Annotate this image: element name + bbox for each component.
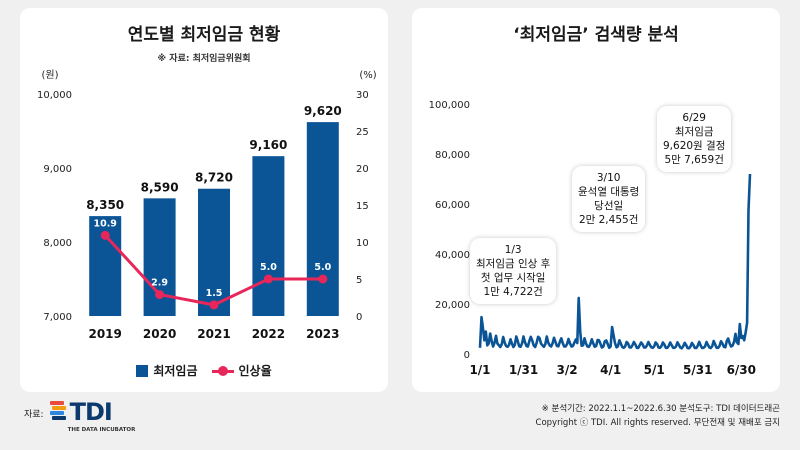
callout-line: 윤석열 대통령 bbox=[578, 186, 640, 198]
left-chart-legend: 최저임금 인상율 bbox=[20, 362, 388, 379]
y-tick: 0 bbox=[464, 350, 470, 361]
y-left-unit: (원) bbox=[41, 69, 58, 81]
search-volume-chart: 0 20,000 40,000 60,000 80,000 100,000 1/1 1/31 3… bbox=[429, 100, 756, 377]
y-tick: 60,000 bbox=[435, 200, 470, 211]
logo-text: TDI bbox=[69, 398, 113, 426]
x-tick-date: 6/30 bbox=[727, 363, 756, 377]
x-tick-date: 5/1 bbox=[644, 363, 665, 377]
callout-line: 5만 7,659건 bbox=[664, 154, 724, 166]
footer-source: 자료: TDI THE DATA INCUBATOR bbox=[24, 398, 142, 438]
x-tick-year: 2022 bbox=[252, 327, 285, 341]
min-wage-chart: (원) (%) 7,000 8,000 9,000 10,000 0 5 10 15 20 25 30 8… bbox=[37, 69, 377, 341]
rate-point bbox=[209, 300, 219, 310]
legend-item-rate: 인상율 bbox=[211, 362, 272, 379]
y-right-tick: 20 bbox=[356, 164, 369, 175]
search-volume-line bbox=[478, 173, 752, 350]
wage-bar bbox=[198, 188, 230, 316]
rate-label: 5.0 bbox=[260, 262, 277, 273]
wage-bar bbox=[306, 122, 339, 317]
x-tick-date: 4/1 bbox=[600, 363, 621, 377]
rate-point bbox=[318, 274, 328, 284]
footer-notes: ※ 분석기간: 2022.1.1~2022.6.30 분석도구: TDI 데이터… bbox=[536, 402, 780, 430]
y-left-tick: 10,000 bbox=[37, 90, 72, 101]
callout-line: 첫 업무 시작일 bbox=[480, 272, 546, 284]
wage-label: 8,590 bbox=[141, 180, 179, 194]
rate-label: 5.0 bbox=[314, 262, 331, 273]
callout-line: 6/29 bbox=[682, 112, 706, 124]
callout-line: 1만 4,722건 bbox=[483, 286, 543, 298]
y-right-tick: 0 bbox=[356, 312, 362, 323]
y-right-tick: 5 bbox=[356, 275, 362, 286]
wage-label: 8,720 bbox=[195, 171, 233, 185]
rate-point bbox=[263, 274, 273, 284]
wage-label: 8,350 bbox=[86, 198, 124, 212]
y-left-tick: 8,000 bbox=[43, 238, 72, 249]
callout-line: 9,620원 결정 bbox=[663, 140, 726, 152]
tdi-logo: TDI THE DATA INCUBATOR bbox=[49, 398, 142, 438]
logo-subtitle: THE DATA INCUBATOR bbox=[67, 427, 136, 433]
legend-label-rate: 인상율 bbox=[238, 364, 272, 378]
callout-election-day: 3/10 윤석열 대통령 당선일 2만 2,455건 bbox=[572, 166, 646, 232]
rate-label: 2.9 bbox=[151, 278, 168, 289]
copyright-note: Copyright ⓒ TDI. All rights reserved. 무단… bbox=[535, 418, 780, 428]
y-tick: 80,000 bbox=[435, 150, 470, 161]
min-wage-panel: 연도별 최저임금 현황 ※ 자료: 최저임금위원회 (원) (%) 7,000 8,0… bbox=[20, 8, 388, 392]
analysis-note: ※ 분석기간: 2022.1.1~2022.6.30 분석도구: TDI 데이터… bbox=[541, 404, 780, 414]
x-tick-date: 1/1 bbox=[469, 363, 490, 377]
y-right-tick: 10 bbox=[356, 238, 369, 249]
y-left-tick: 7,000 bbox=[43, 312, 72, 323]
logo-mark-icon bbox=[49, 401, 68, 421]
callout-line: 최저임금 bbox=[674, 126, 714, 138]
x-tick-date: 3/2 bbox=[557, 363, 578, 377]
y-tick: 100,000 bbox=[429, 100, 470, 111]
wage-bar bbox=[252, 156, 285, 316]
legend-swatch-bar bbox=[136, 364, 149, 377]
rate-label: 1.5 bbox=[206, 288, 223, 299]
left-chart-title: 연도별 최저임금 현황 bbox=[127, 25, 281, 45]
rate-point bbox=[100, 230, 110, 240]
legend-swatch-line bbox=[211, 365, 234, 377]
y-tick: 20,000 bbox=[435, 300, 470, 311]
callout-line: 당선일 bbox=[594, 200, 624, 212]
footer-source-label: 자료: bbox=[24, 410, 44, 420]
legend-label-wage: 최저임금 bbox=[153, 364, 198, 378]
y-right-unit: (%) bbox=[359, 70, 376, 81]
callout-first-workday: 1/3 최저임금 인상 후 첫 업무 시작일 1만 4,722건 bbox=[470, 238, 557, 304]
x-tick-date: 1/31 bbox=[509, 363, 538, 377]
legend-item-wage: 최저임금 bbox=[136, 362, 198, 379]
y-tick: 40,000 bbox=[435, 250, 470, 261]
rate-label: 10.9 bbox=[93, 218, 116, 229]
callout-line: 최저임금 인상 후 bbox=[476, 258, 551, 270]
wage-label: 9,620 bbox=[304, 104, 342, 118]
rate-point bbox=[155, 290, 165, 300]
callout-line: 2만 2,455건 bbox=[578, 214, 639, 226]
callout-wage-decision: 6/29 최저임금 9,620원 결정 5만 7,659건 bbox=[657, 106, 732, 172]
y-right-tick: 25 bbox=[356, 127, 369, 138]
x-tick-year: 2023 bbox=[306, 327, 339, 341]
wage-label: 9,160 bbox=[249, 138, 287, 152]
y-right-tick: 30 bbox=[356, 90, 369, 101]
search-volume-panel: ‘최저임금’ 검색량 분석 0 20,000 40,000 60,000 80,000 1… bbox=[412, 8, 780, 392]
right-chart-title: ‘최저임금’ 검색량 분석 bbox=[513, 25, 679, 45]
callout-line: 3/10 bbox=[596, 172, 621, 184]
x-tick-year: 2020 bbox=[143, 327, 176, 341]
callout-line: 1/3 bbox=[504, 244, 522, 256]
x-tick-date: 5/31 bbox=[683, 363, 712, 377]
y-right-tick: 15 bbox=[356, 201, 369, 212]
x-tick-year: 2021 bbox=[197, 327, 230, 341]
y-left-tick: 9,000 bbox=[43, 164, 72, 175]
x-tick-year: 2019 bbox=[88, 327, 121, 341]
left-chart-source: ※ 자료: 최저임금위원회 bbox=[157, 54, 251, 64]
